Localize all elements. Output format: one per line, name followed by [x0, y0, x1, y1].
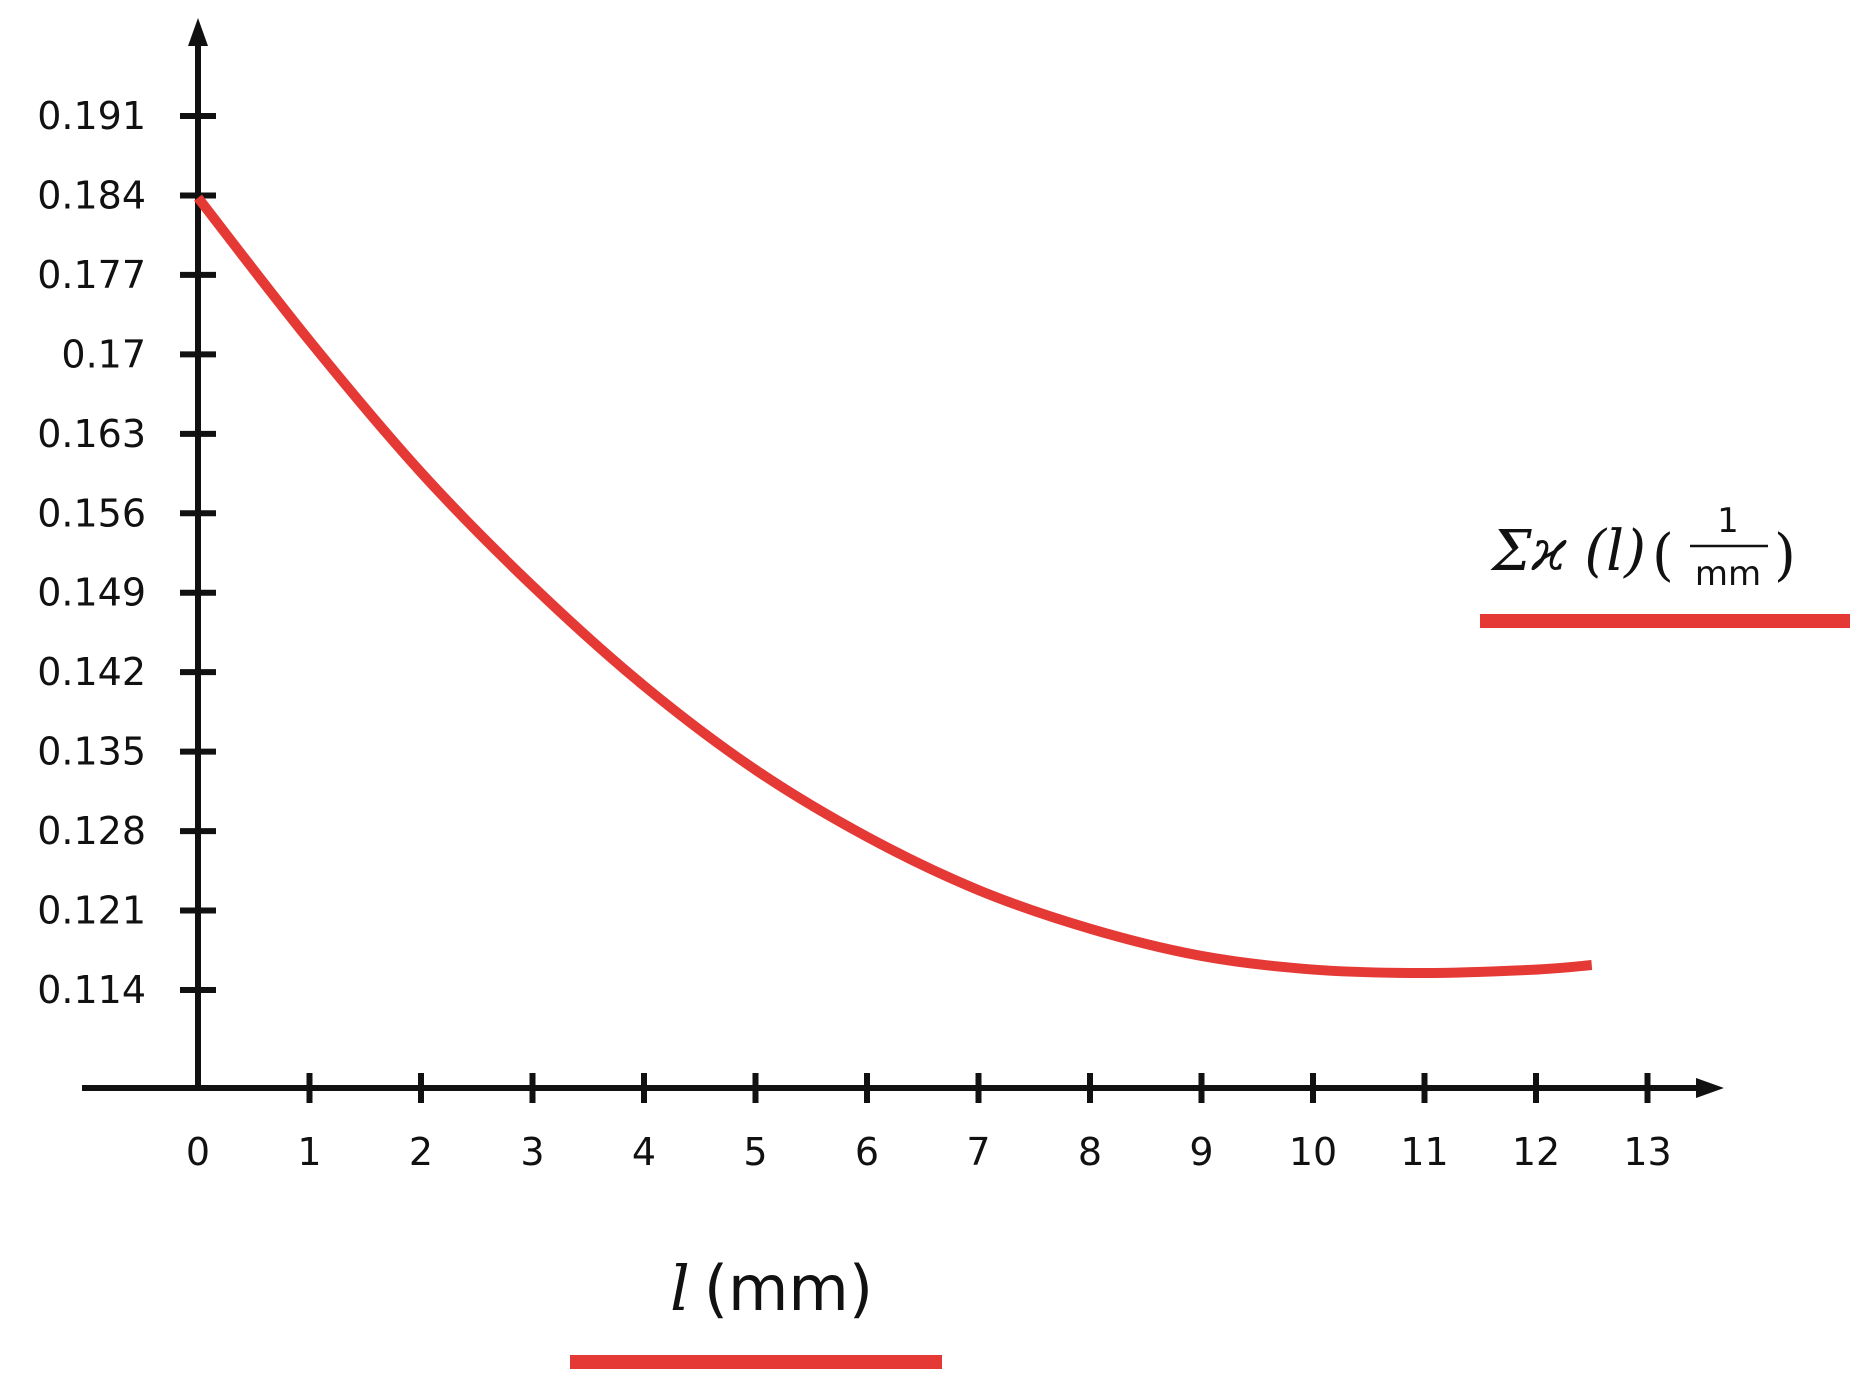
legend-label: Σϰ (l)	[1490, 519, 1646, 584]
x-tick-label: 6	[855, 1130, 879, 1174]
x-tick-label: 1	[297, 1130, 321, 1174]
y-tick-label: 0.191	[37, 94, 146, 138]
x-tick-label: 13	[1623, 1130, 1671, 1174]
legend-frac-num: 1	[1717, 501, 1739, 541]
x-tick-label: 2	[409, 1130, 433, 1174]
x-axis-label-text: l (mm)	[670, 1252, 873, 1325]
x-tick-label: 8	[1078, 1130, 1102, 1174]
y-axis-arrow	[188, 18, 208, 46]
x-tick-label: 9	[1189, 1130, 1213, 1174]
y-tick-label: 0.17	[61, 332, 146, 376]
x-tick-label: 10	[1289, 1130, 1337, 1174]
x-axis-label: l (mm)	[570, 1252, 942, 1369]
legend-paren-close: )	[1774, 523, 1796, 588]
x-tick-label: 3	[520, 1130, 544, 1174]
y-tick-label: 0.128	[37, 809, 146, 853]
x-axis-arrow	[1696, 1078, 1724, 1098]
y-tick-label: 0.121	[37, 889, 146, 933]
legend: Σϰ (l) ( 1 mm )	[1480, 501, 1850, 628]
x-ticks: 0 1 2 3 4 5 6 7 8 9 10 11 12 13	[186, 1073, 1672, 1174]
y-tick-label: 0.184	[37, 173, 146, 217]
y-tick-label: 0.142	[37, 650, 146, 694]
x-tick-label: 0	[186, 1130, 210, 1174]
legend-paren-open: (	[1652, 523, 1674, 588]
y-tick-label: 0.177	[37, 253, 146, 297]
y-tick-label: 0.135	[37, 730, 146, 774]
series-line	[194, 194, 1593, 978]
y-ticks: 0.191 0.184 0.177 0.17 0.163 0.156 0.149 0.142 0…	[37, 94, 216, 1012]
y-tick-label: 0.149	[37, 571, 146, 615]
axes	[82, 18, 1724, 1098]
x-tick-label: 7	[966, 1130, 990, 1174]
x-tick-label: 4	[632, 1130, 656, 1174]
y-tick-label: 0.156	[37, 491, 146, 535]
x-tick-label: 5	[743, 1130, 767, 1174]
legend-frac-den: mm	[1695, 554, 1761, 594]
x-tick-label: 12	[1512, 1130, 1560, 1174]
y-tick-label: 0.114	[37, 968, 146, 1012]
x-tick-label: 11	[1400, 1130, 1448, 1174]
y-tick-label: 0.163	[37, 412, 146, 456]
